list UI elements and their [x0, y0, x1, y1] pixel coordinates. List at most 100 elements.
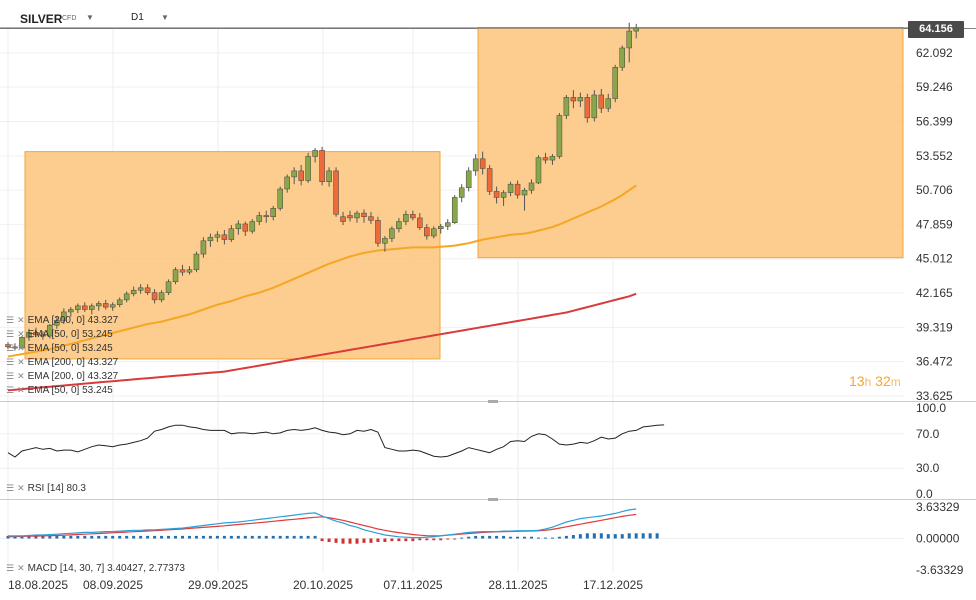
candle-body: [542, 157, 549, 161]
indicator-remove-icon[interactable]: ✕: [17, 328, 25, 339]
candle-body: [26, 332, 32, 338]
candle-body: [514, 183, 521, 196]
indicator-settings-icon[interactable]: ☰: [6, 314, 15, 325]
indicator-legend-ema[interactable]: ☰ ✕ EMA [50, 0] 53.245: [6, 328, 113, 340]
candle-body: [340, 216, 346, 222]
candle-body: [165, 281, 172, 293]
indicator-settings-icon[interactable]: ☰: [6, 328, 15, 339]
macd-hist-bar: [439, 538, 443, 541]
candle-body: [424, 227, 430, 237]
candle-body: [95, 303, 102, 307]
price-axis-label: 62.092: [916, 46, 953, 60]
symbol-dropdown-chevron-icon[interactable]: ▼: [86, 13, 94, 22]
candle-body: [549, 156, 556, 161]
candle-body: [626, 30, 632, 49]
macd-hist-bar: [655, 533, 659, 539]
indicator-settings-icon[interactable]: ☰: [6, 562, 15, 573]
candle-body: [193, 253, 200, 270]
candle-body: [61, 311, 67, 321]
indicator-legend-ema[interactable]: ☰ ✕ EMA [200, 0] 43.327: [6, 370, 118, 382]
candle-body: [451, 197, 458, 223]
indicator-settings-icon[interactable]: ☰: [6, 342, 15, 353]
date-axis-label: 17.12.2025: [583, 578, 643, 592]
indicator-legend-macd[interactable]: ☰ ✕ MACD [14, 30, 7] 3.40427, 2.77373: [6, 562, 185, 574]
price-axis-label: 36.472: [916, 355, 953, 369]
indicator-remove-icon[interactable]: ✕: [17, 370, 25, 381]
macd-hist-bar: [613, 534, 617, 539]
indicator-settings-icon[interactable]: ☰: [6, 356, 15, 367]
macd-hist-bar: [599, 533, 603, 539]
macd-hist-bar: [327, 538, 331, 542]
macd-hist-bar: [376, 538, 380, 542]
macd-hist-bar: [278, 535, 282, 539]
macd-hist-bar: [48, 535, 52, 539]
macd-hist-bar: [502, 535, 506, 539]
candle-body: [123, 293, 130, 301]
candle-body: [333, 170, 339, 215]
macd-hist-bar: [648, 533, 652, 539]
candle-body: [75, 305, 81, 310]
indicator-legend-ema[interactable]: ☰ ✕ EMA [200, 0] 43.327: [6, 314, 118, 326]
macd-hist-bar: [125, 535, 129, 539]
macd-hist-bar: [320, 538, 324, 542]
timeframe-dropdown-chevron-icon[interactable]: ▼: [161, 13, 169, 22]
symbol-label[interactable]: SILVER: [20, 12, 63, 26]
indicator-legend-ema[interactable]: ☰ ✕ EMA [50, 0] 53.245: [6, 384, 113, 396]
indicator-label: EMA [200, 0] 43.327: [27, 356, 119, 368]
macd-hist-bar: [299, 535, 303, 539]
macd-hist-bar: [488, 535, 492, 539]
candle-body: [556, 115, 563, 157]
candle-body: [221, 234, 228, 240]
candle-countdown: 13h 32m: [849, 373, 901, 389]
macd-hist-bar: [264, 535, 268, 539]
indicator-settings-icon[interactable]: ☰: [6, 370, 15, 381]
indicator-settings-icon[interactable]: ☰: [6, 482, 15, 493]
indicator-remove-icon[interactable]: ✕: [17, 314, 25, 325]
macd-hist-bar: [620, 534, 624, 539]
macd-hist-bar: [446, 538, 450, 540]
indicator-remove-icon[interactable]: ✕: [17, 356, 25, 367]
indicator-legend-ema[interactable]: ☰ ✕ EMA [50, 0] 53.245: [6, 342, 113, 354]
candle-body: [82, 305, 88, 310]
candle-body: [570, 97, 577, 102]
indicator-remove-icon[interactable]: ✕: [17, 384, 25, 395]
macd-hist-bar: [460, 537, 464, 539]
indicator-remove-icon[interactable]: ✕: [17, 482, 25, 493]
candle-body: [598, 94, 605, 109]
candle-body: [612, 66, 619, 99]
candle-body: [584, 97, 591, 119]
candle-body: [319, 150, 325, 183]
candle-body: [382, 238, 388, 244]
indicator-legend-rsi[interactable]: ☰ ✕ RSI [14] 80.3: [6, 482, 86, 494]
candle-body: [179, 269, 186, 273]
indicator-legend-ema[interactable]: ☰ ✕ EMA [200, 0] 43.327: [6, 356, 118, 368]
macd-hist-bar: [571, 535, 575, 539]
price-axis-label: 53.552: [916, 149, 953, 163]
macd-hist-bar: [313, 535, 317, 539]
macd-hist-bar: [474, 535, 478, 539]
indicator-label: MACD [14, 30, 7] 3.40427, 2.77373: [27, 562, 185, 574]
macd-hist-bar: [564, 535, 568, 539]
timeframe-label[interactable]: D1: [131, 12, 144, 23]
indicator-remove-icon[interactable]: ✕: [17, 562, 25, 573]
macd-hist-bar: [118, 535, 122, 539]
macd-hist-bar: [292, 535, 296, 539]
price-axis-label: 47.859: [916, 217, 953, 231]
macd-hist-bar: [6, 535, 10, 539]
candle-body: [228, 228, 235, 240]
candle-body: [291, 170, 297, 178]
candle-body: [403, 214, 409, 222]
macd-hist-bar: [83, 535, 87, 539]
macd-hist-bar: [208, 535, 212, 539]
candle-body: [396, 221, 402, 230]
candle-body: [249, 221, 256, 232]
macd-hist-bar: [543, 537, 547, 539]
price-axis-label: 56.399: [916, 114, 953, 128]
macd-hist-bar: [174, 535, 178, 539]
rsi-axis-label: 0.0: [916, 487, 933, 501]
indicator-remove-icon[interactable]: ✕: [17, 342, 25, 353]
macd-hist-bar: [271, 535, 275, 539]
macd-hist-bar: [257, 535, 261, 539]
indicator-settings-icon[interactable]: ☰: [6, 384, 15, 395]
